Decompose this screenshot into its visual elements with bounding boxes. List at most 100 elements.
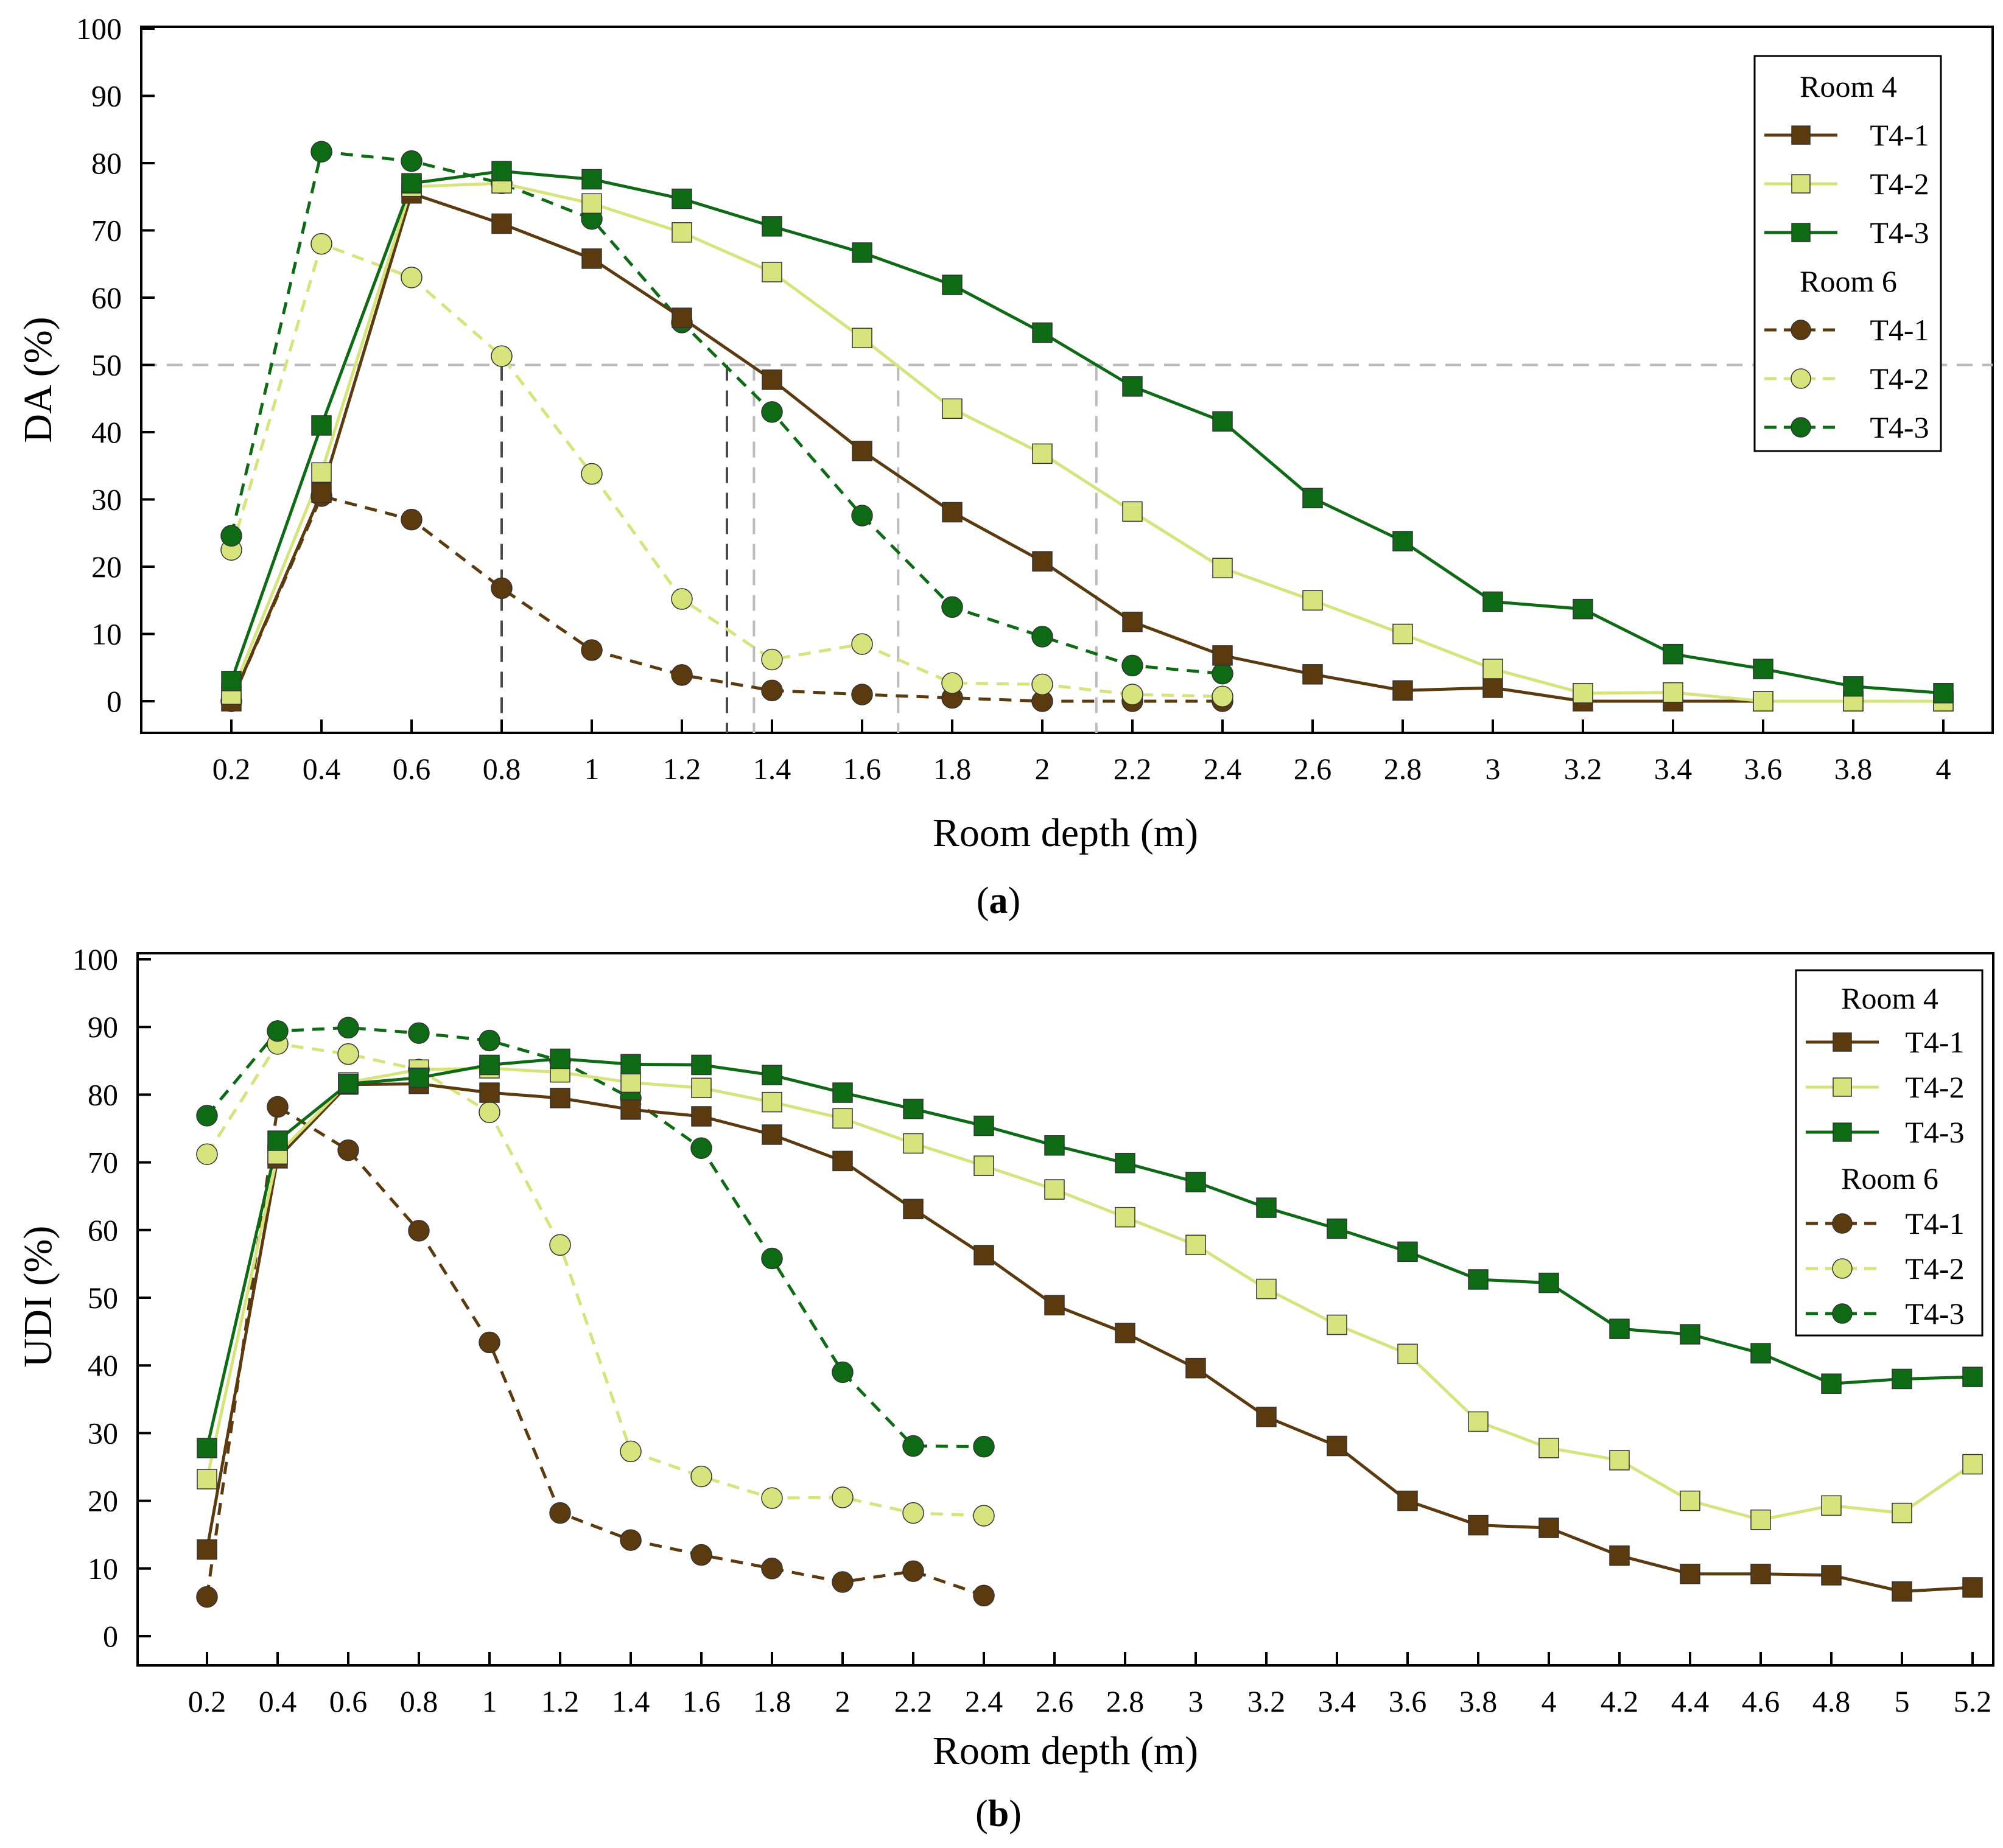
- data-point-room-4-t4-2: [197, 1469, 217, 1489]
- data-point-room-4-t4-3: [338, 1073, 359, 1094]
- data-point-room-4-t4-1: [1750, 1563, 1771, 1584]
- data-point-room-6-t4-3: [851, 505, 873, 527]
- data-point-room-4-t4-3: [620, 1054, 641, 1075]
- data-point-room-6-t4-2: [491, 345, 513, 367]
- data-point-room-4-t4-2: [1122, 501, 1143, 522]
- series-layer: [220, 141, 1954, 712]
- x-tick-label: 1: [584, 752, 600, 786]
- legend-swatch-marker: [1833, 1077, 1852, 1097]
- x-tick-label: 4: [1936, 752, 1951, 786]
- data-point-room-4-t4-1: [1032, 551, 1053, 572]
- x-tick-label: 1.6: [682, 1684, 721, 1718]
- x-tick-label: 2: [835, 1684, 851, 1718]
- data-point-room-4-t4-3: [1680, 1324, 1700, 1345]
- data-point-room-6-t4-2: [690, 1465, 712, 1488]
- x-tick-label: 3.8: [1459, 1684, 1498, 1718]
- x-tick-label: 1.4: [753, 752, 791, 786]
- x-tick-label: 1.2: [663, 752, 701, 786]
- legend-group-title: Room 4: [1800, 69, 1897, 103]
- data-point-room-4-t4-2: [832, 1108, 853, 1129]
- series-line-room-6-t4-2: [205, 1042, 984, 1517]
- chart-udi: 0 10 20 30 40 50 60 70 80 90 100 0.2 0.4 0.6 0.8 1 1.2 1…: [16, 942, 1994, 1835]
- series-line-room-4-t4-2: [230, 181, 1943, 703]
- data-point-room-4-t4-3: [1032, 322, 1053, 343]
- data-point-room-6-t4-3: [1031, 626, 1053, 648]
- data-point-room-4-t4-1: [1212, 645, 1233, 666]
- data-point-room-4-t4-1: [1185, 1357, 1206, 1379]
- data-point-room-4-t4-2: [1573, 682, 1593, 704]
- legend-entry-room-4-t4-1: T4-1: [1905, 1025, 1964, 1059]
- x-tick-label: 3: [1486, 752, 1501, 786]
- data-point-room-4-t4-3: [1256, 1197, 1277, 1218]
- y-axis: 0 10 20 30 40 50 60 70 80 90 100: [72, 942, 151, 1653]
- data-point-room-4-t4-1: [1680, 1563, 1700, 1584]
- y-tick-label: 50: [91, 348, 122, 382]
- x-tick-label: 1: [482, 1684, 497, 1718]
- x-tick-label: 4: [1542, 1684, 1557, 1718]
- data-point-room-6-t4-1: [581, 639, 603, 661]
- data-point-room-4-t4-2: [1482, 659, 1503, 679]
- data-point-room-4-t4-3: [1468, 1269, 1489, 1290]
- data-point-room-4-t4-3: [1327, 1218, 1347, 1239]
- y-tick-label: 20: [88, 1484, 118, 1518]
- data-point-room-4-t4-3: [1482, 591, 1503, 612]
- data-point-room-4-t4-3: [942, 275, 963, 295]
- legend-swatch-marker: [1791, 223, 1811, 242]
- data-point-room-4-t4-3: [1115, 1152, 1135, 1174]
- x-tick-label: 2: [1035, 752, 1050, 786]
- legend-entry-room-4-t4-2: T4-2: [1870, 167, 1929, 201]
- data-point-room-4-t4-2: [1397, 1343, 1418, 1365]
- data-point-room-6-t4-1: [267, 1096, 289, 1118]
- data-point-room-4-t4-3: [1843, 676, 1864, 697]
- data-point-room-4-t4-2: [1892, 1502, 1912, 1524]
- x-axis: 0.2 0.4 0.6 0.8 1 1.2 1.4 1.6 1.8 2 2.2 2.4 2.6 2.8 3 3…: [212, 719, 1951, 786]
- y-tick-label: 90: [88, 1010, 118, 1044]
- x-tick-label: 1.8: [753, 1684, 791, 1718]
- data-point-room-6-t4-3: [761, 401, 783, 423]
- data-point-room-4-t4-1: [1115, 1323, 1135, 1343]
- legend-entry-room-4-t4-3: T4-3: [1905, 1115, 1964, 1149]
- data-point-room-6-t4-3: [973, 1435, 995, 1458]
- data-point-room-4-t4-3: [1750, 1343, 1771, 1363]
- data-point-room-6-t4-3: [941, 596, 963, 618]
- data-point-room-4-t4-3: [1185, 1172, 1206, 1192]
- data-point-room-6-t4-1: [671, 664, 693, 686]
- x-tick-label: 0.4: [303, 752, 341, 786]
- x-tick-label: 3.6: [1744, 752, 1783, 786]
- data-point-room-6-t4-2: [761, 1487, 783, 1509]
- legend-entry-room-4-t4-3: T4-3: [1870, 215, 1929, 250]
- chart-da: 0 10 20 30 40 50 60 70 80 90 100 0.2 0.4 0.6 0.8 1 1.2 1…: [16, 12, 1994, 922]
- data-point-room-4-t4-3: [1538, 1272, 1559, 1293]
- legend-swatch-marker: [1832, 1303, 1853, 1324]
- y-tick-label: 100: [72, 942, 118, 976]
- data-point-room-4-t4-1: [311, 482, 332, 503]
- plot-frame: [140, 26, 1994, 734]
- x-tick-label: 1.4: [612, 1684, 650, 1718]
- data-point-room-4-t4-3: [311, 415, 332, 436]
- data-point-room-6-t4-1: [549, 1502, 571, 1524]
- series-line-room-6-t4-2: [230, 242, 1223, 698]
- data-point-room-4-t4-3: [267, 1130, 288, 1151]
- panel-letter-b: b: [988, 1793, 1009, 1835]
- data-point-room-4-t4-1: [691, 1106, 712, 1127]
- data-point-room-6-t4-3: [220, 525, 242, 547]
- x-tick-label: 4.4: [1671, 1684, 1710, 1718]
- data-point-room-4-t4-1: [1468, 1514, 1489, 1536]
- x-tick-label: 2.2: [1114, 752, 1152, 786]
- data-point-room-4-t4-2: [1327, 1314, 1347, 1335]
- data-point-room-4-t4-1: [550, 1088, 570, 1108]
- data-point-room-4-t4-1: [1302, 664, 1323, 685]
- data-point-room-4-t4-1: [973, 1245, 994, 1265]
- data-point-room-6-t4-3: [337, 1017, 359, 1039]
- data-point-room-4-t4-1: [479, 1082, 500, 1103]
- x-tick-label: 4.6: [1742, 1684, 1780, 1718]
- data-point-room-6-t4-3: [408, 1022, 430, 1044]
- data-point-room-4-t4-3: [491, 161, 512, 182]
- data-point-room-4-t4-3: [1122, 376, 1143, 397]
- data-point-room-4-t4-3: [852, 242, 872, 263]
- data-point-room-4-t4-1: [1392, 680, 1413, 701]
- data-point-room-4-t4-1: [1609, 1545, 1630, 1566]
- data-point-room-6-t4-1: [973, 1584, 995, 1607]
- y-tick-label: 0: [103, 1619, 118, 1653]
